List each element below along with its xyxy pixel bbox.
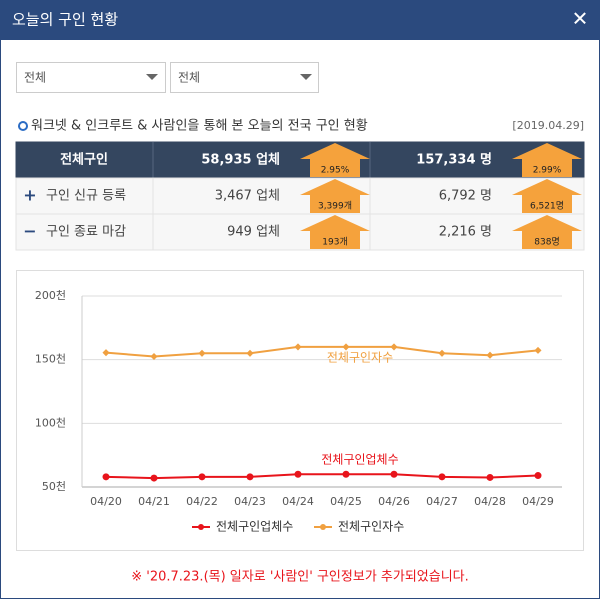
- data-point: [438, 349, 446, 357]
- data-point: [294, 470, 302, 478]
- notice: ※ '20.7.23.(목) 일자로 '사람인' 구인정보가 추가되었습니다.: [131, 570, 469, 585]
- row-label: 구인 신규 등록: [46, 189, 126, 204]
- series-annotation: 전체구인자수: [327, 351, 393, 365]
- data-point: [150, 474, 158, 482]
- x-tick-label: 04/29: [522, 495, 554, 508]
- company-count: 949 업체: [227, 225, 280, 240]
- bullet-icon: [18, 121, 28, 131]
- arrow-badge: [512, 179, 582, 213]
- data-point: [294, 343, 302, 351]
- series-line: [105, 345, 539, 358]
- x-tick-label: 04/23: [234, 495, 266, 508]
- y-tick-label: 200천: [35, 288, 66, 302]
- badge-text: 838명: [534, 237, 559, 248]
- data-point: [246, 349, 254, 357]
- data-point: [486, 351, 494, 359]
- table-row: [15, 213, 585, 251]
- row-label: 구인 종료 마감: [46, 225, 126, 240]
- close-button[interactable]: ✕: [572, 7, 589, 31]
- header-bar: [0, 0, 600, 40]
- section-date: [2019.04.29]: [512, 119, 584, 132]
- filter-text: 전체: [178, 71, 200, 85]
- data-point: [198, 349, 206, 357]
- arrow-badge: [512, 215, 582, 249]
- badge-text: 3,399개: [318, 201, 352, 212]
- legend-label: 전체구인업체수: [216, 520, 293, 534]
- data-point: [198, 473, 206, 481]
- company-count: 58,935 업체: [201, 153, 280, 168]
- legend-marker: [198, 524, 204, 530]
- person-count: 6,792 명: [439, 189, 492, 204]
- y-tick-label: 50천: [42, 479, 66, 493]
- arrow-badge: [300, 179, 370, 213]
- arrow-badge: [512, 143, 582, 177]
- x-tick-label: 04/21: [138, 495, 170, 508]
- row-icon: −: [23, 222, 36, 241]
- x-tick-label: 04/24: [282, 495, 314, 508]
- data-point: [150, 352, 158, 361]
- person-count: 2,216 명: [439, 225, 492, 240]
- legend-label: 전체구인자수: [338, 520, 404, 534]
- arrow-badge: [300, 215, 370, 249]
- badge-text: 2.99%: [533, 166, 562, 176]
- person-count: 157,334 명: [416, 152, 492, 168]
- data-point: [342, 343, 350, 351]
- data-point: [102, 349, 110, 357]
- legend-marker: [320, 524, 326, 530]
- series-line: [105, 473, 539, 480]
- filter-text: 전체: [24, 71, 46, 85]
- section-title: 워크넷 & 인크루트 & 사람인을 통해 본 오늘의 전국 구인 현황: [31, 119, 368, 134]
- badge-text: 2.95%: [321, 166, 350, 176]
- header-title: 오늘의 구인 현황: [12, 11, 118, 29]
- data-point: [342, 470, 350, 478]
- company-count: 3,467 업체: [215, 189, 280, 204]
- arrow-badge: [300, 143, 370, 177]
- badge-text: 193개: [322, 237, 347, 248]
- row-label: 전체구인: [60, 152, 108, 168]
- data-point: [534, 472, 542, 480]
- filter[interactable]: [170, 62, 319, 93]
- data-point: [246, 473, 254, 481]
- x-tick-label: 04/28: [474, 495, 506, 508]
- y-tick-label: 150천: [35, 352, 66, 366]
- data-point: [390, 343, 398, 351]
- x-tick-label: 04/20: [90, 495, 122, 508]
- row-icon: +: [23, 186, 36, 205]
- table-row: [15, 141, 585, 179]
- x-tick-label: 04/27: [426, 495, 458, 508]
- data-point: [102, 473, 110, 481]
- data-point: [534, 346, 542, 354]
- filter[interactable]: [16, 62, 166, 93]
- data-point: [438, 473, 446, 481]
- x-tick-label: 04/26: [378, 495, 410, 508]
- table-row: [15, 177, 585, 215]
- badge-text: 6,521명: [530, 201, 564, 212]
- data-point: [390, 470, 398, 478]
- x-tick-label: 04/22: [186, 495, 218, 508]
- y-tick-label: 100천: [35, 415, 66, 429]
- chart-frame: [16, 270, 584, 551]
- x-tick-label: 04/25: [330, 495, 362, 508]
- series-annotation: 전체구인업체수: [321, 453, 398, 467]
- data-point: [486, 473, 494, 481]
